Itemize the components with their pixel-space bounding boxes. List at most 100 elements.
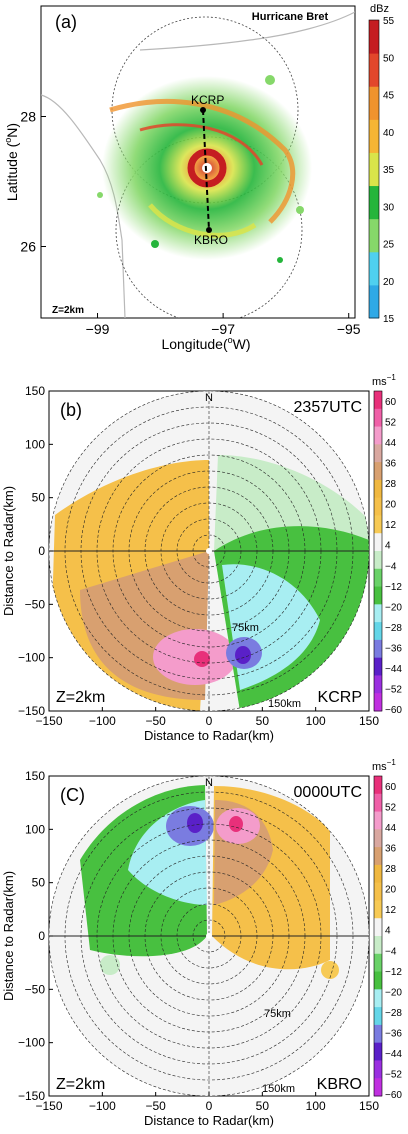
dbz-tick-label: 30	[383, 202, 395, 213]
velocity-tick-label: −20	[385, 602, 402, 613]
dbz-color-band	[369, 284, 379, 319]
velocity-tick-label: −44	[385, 1049, 402, 1060]
velocity-tick-label: −12	[385, 582, 402, 593]
x-tick-label: −150	[35, 714, 62, 728]
dbz-tick-label: 45	[383, 91, 395, 102]
velocity-color-band	[374, 1042, 382, 1061]
radar-site	[206, 548, 212, 554]
x-tick-label: −95	[337, 321, 361, 337]
panel-c-height: Z=2km	[56, 1076, 105, 1093]
panel-c-colorbar: ms−1 60 52 44 36 28 20 12 4 −4 −12 −20 −28 −36 −44 −52 −…	[372, 758, 402, 1101]
x-tick-label: 150	[359, 714, 379, 728]
rainband-inner	[139, 123, 264, 166]
velocity-color-band	[374, 675, 382, 694]
echo-cell	[277, 257, 283, 263]
kbro-marker	[206, 227, 212, 233]
velocity-color-band	[374, 829, 382, 848]
panel-c-axes: −150 −100 −50 0 50 100 150 150 100 50 0 −50 −100 −150	[18, 769, 379, 1113]
velocity-tick-label: −12	[385, 967, 402, 978]
velocity-color-band	[374, 462, 382, 481]
dbz-tick-label: 20	[383, 277, 395, 288]
velocity-tick-label: −20	[385, 987, 402, 998]
velocity-color-band	[374, 604, 382, 623]
panel-b-radar: KCRP	[318, 689, 362, 706]
y-tick-label: −50	[25, 982, 46, 996]
dbz-tick-label: 15	[383, 314, 395, 325]
rainband-outer	[109, 98, 296, 224]
echo-cell	[321, 961, 339, 979]
max-outbound	[229, 816, 243, 832]
velocity-color-band	[374, 391, 382, 410]
velocity-tick-label: 60	[385, 782, 397, 793]
velocity-unit-sup: −1	[387, 758, 397, 767]
velocity-tick-label: 52	[385, 418, 397, 429]
coastline-west	[41, 94, 126, 318]
dbz-color-band	[369, 119, 379, 153]
kcrp-marker	[200, 107, 206, 113]
velocity-tick-label: 4	[385, 541, 391, 552]
dbz-color-band	[369, 185, 379, 220]
velocity-tick-label: 36	[385, 844, 397, 855]
velocity-unit: ms−1	[372, 373, 396, 388]
velocity-tick-label: −52	[385, 1069, 402, 1080]
panel-b: −150 −100 −50 0 50 100 150150100500−50−100−150…	[1, 373, 402, 743]
velocity-tick-label: 44	[385, 823, 397, 834]
velocity-tick-label: 52	[385, 803, 397, 814]
x-tick-label: 0	[206, 1099, 213, 1113]
velocity-color-band	[374, 793, 382, 813]
velocity-tick-label: −60	[385, 1090, 402, 1101]
coastline-north	[139, 11, 355, 51]
panel-a-label: (a)	[55, 12, 77, 32]
y-tick-label: 0	[38, 544, 45, 558]
velocity-tick-label: −4	[385, 946, 397, 957]
velocity-color-band	[374, 918, 382, 937]
y-tick-label: −50	[25, 597, 46, 611]
x-tick-label: −100	[89, 714, 116, 728]
y-tick-label: 26	[20, 239, 36, 255]
panel-c-time: 0000UTC	[294, 784, 362, 801]
panel-c-range-150: 150km	[262, 1083, 295, 1095]
dbz-color-band	[369, 53, 379, 87]
velocity-color-band	[374, 1024, 382, 1044]
echo-cell	[100, 955, 120, 975]
velocity-color-band	[374, 1060, 382, 1079]
velocity-color-band	[374, 479, 382, 499]
y-tick-label: 150	[25, 769, 45, 783]
velocity-color-band	[374, 497, 382, 516]
velocity-color-band	[374, 586, 382, 605]
velocity-tick-label: 12	[385, 905, 397, 916]
velocity-tick-label: 4	[385, 926, 391, 937]
dbz-colorbar-frame	[368, 19, 380, 319]
y-tick-label: −150	[18, 1089, 45, 1103]
velocity-tick-label: 28	[385, 479, 397, 490]
panel-c-xlabel: Distance to Radar(km)	[144, 1113, 274, 1128]
x-tick-label: −150	[35, 1099, 62, 1113]
y-tick-label: 50	[32, 876, 46, 890]
panel-b-colorbar: ms−1 60 52 44 36 28 20 12 4 −4 −12 −20 −28 −36 −44 −52 −…	[372, 373, 402, 716]
panel-a-title: Hurricane Bret	[252, 11, 329, 23]
echo-cell	[97, 192, 103, 198]
velocity-color-band	[374, 953, 382, 973]
panel-b-xlabel: Distance to Radar(km)	[144, 728, 274, 743]
velocity-color-band	[374, 989, 382, 1008]
dbz-unit: dBz	[370, 3, 389, 15]
velocity-color-band	[374, 936, 382, 955]
panel-a-axes: −99 −97 −95 26 28	[20, 109, 360, 338]
x-tick-label: −99	[86, 321, 110, 337]
velocity-tick-label: 20	[385, 885, 397, 896]
panel-a-map	[41, 11, 355, 318]
y-tick-label: 0	[38, 929, 45, 943]
velocity-tick-label: −4	[385, 561, 397, 572]
velocity-tick-label: −36	[385, 643, 402, 654]
velocity-color-band	[374, 1007, 382, 1026]
panel-b-label: (b)	[60, 400, 82, 420]
panel-c: −150 −100 −50 0 50 100 150150100500−50−100−150…	[1, 758, 402, 1128]
panel-b-north: N	[205, 392, 213, 404]
panel-c-radar: KBRO	[317, 1076, 362, 1093]
x-tick-label: 50	[256, 1099, 270, 1113]
x-tick-label: 100	[306, 1099, 326, 1113]
velocity-tick-label: −60	[385, 705, 402, 716]
max-inbound	[235, 646, 251, 664]
dbz-tick-label: 55	[383, 16, 395, 27]
